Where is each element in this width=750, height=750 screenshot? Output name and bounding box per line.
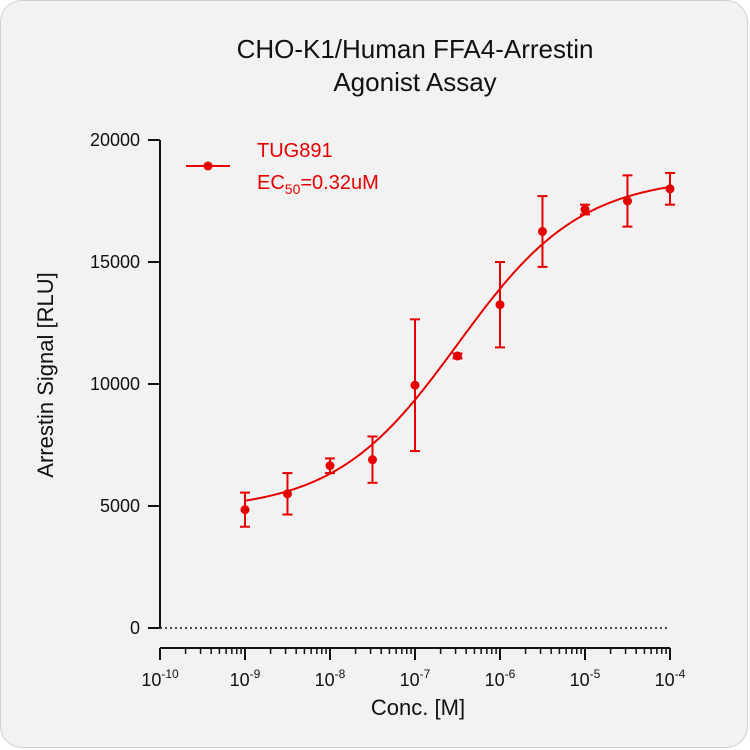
x-tick-label: 10-7 (400, 667, 431, 690)
fit-curve-group (244, 185, 671, 502)
legend-marker (203, 161, 213, 171)
x-tick-label: 10-6 (485, 667, 516, 690)
legend-ec50-suffix: =0.32uM (300, 172, 378, 194)
data-point (580, 205, 590, 215)
data-point (282, 489, 292, 499)
y-tick-label: 0 (130, 618, 140, 638)
y-tick-label: 10000 (90, 374, 140, 394)
data-point (537, 227, 547, 236)
chart-title-line2: Agonist Assay (333, 67, 496, 97)
y-tick-label: 15000 (90, 252, 140, 272)
y-axis: 0 5000 10000 15000 20000 (90, 130, 161, 638)
chart-title-line1: CHO-K1/Human FFA4-Arrestin (237, 34, 594, 64)
x-tick-label: 10-5 (570, 667, 601, 690)
y-tick-label: 20000 (90, 130, 140, 150)
fit-curve (244, 185, 671, 502)
data-point (622, 196, 632, 206)
x-tick-label: 10-9 (230, 667, 261, 690)
legend-series-name: TUG891 (257, 140, 333, 162)
data-point (452, 351, 462, 361)
legend-ec50-sub: 50 (285, 181, 301, 197)
legend-ec50-prefix: EC (257, 172, 285, 194)
legend: TUG891 EC50=0.32uM (186, 140, 379, 197)
data-point (410, 380, 420, 390)
x-axis: 10-10 10-9 10-8 10-7 10-6 10-5 10-4 (141, 647, 686, 690)
y-axis-title: Arrestin Signal [RLU] (33, 272, 58, 477)
data-point (240, 505, 250, 515)
data-point (367, 455, 377, 465)
data-point (665, 184, 675, 194)
data-point (325, 461, 335, 471)
x-axis-title: Conc. [M] (371, 695, 465, 720)
data-point (495, 300, 505, 310)
legend-ec50: EC50=0.32uM (257, 172, 379, 197)
x-tick-label: 10-8 (315, 667, 346, 690)
data-points (240, 171, 675, 528)
x-tick-label: 10-4 (655, 667, 686, 690)
y-tick-label: 5000 (100, 496, 140, 516)
x-tick-label: 10-10 (141, 667, 179, 690)
